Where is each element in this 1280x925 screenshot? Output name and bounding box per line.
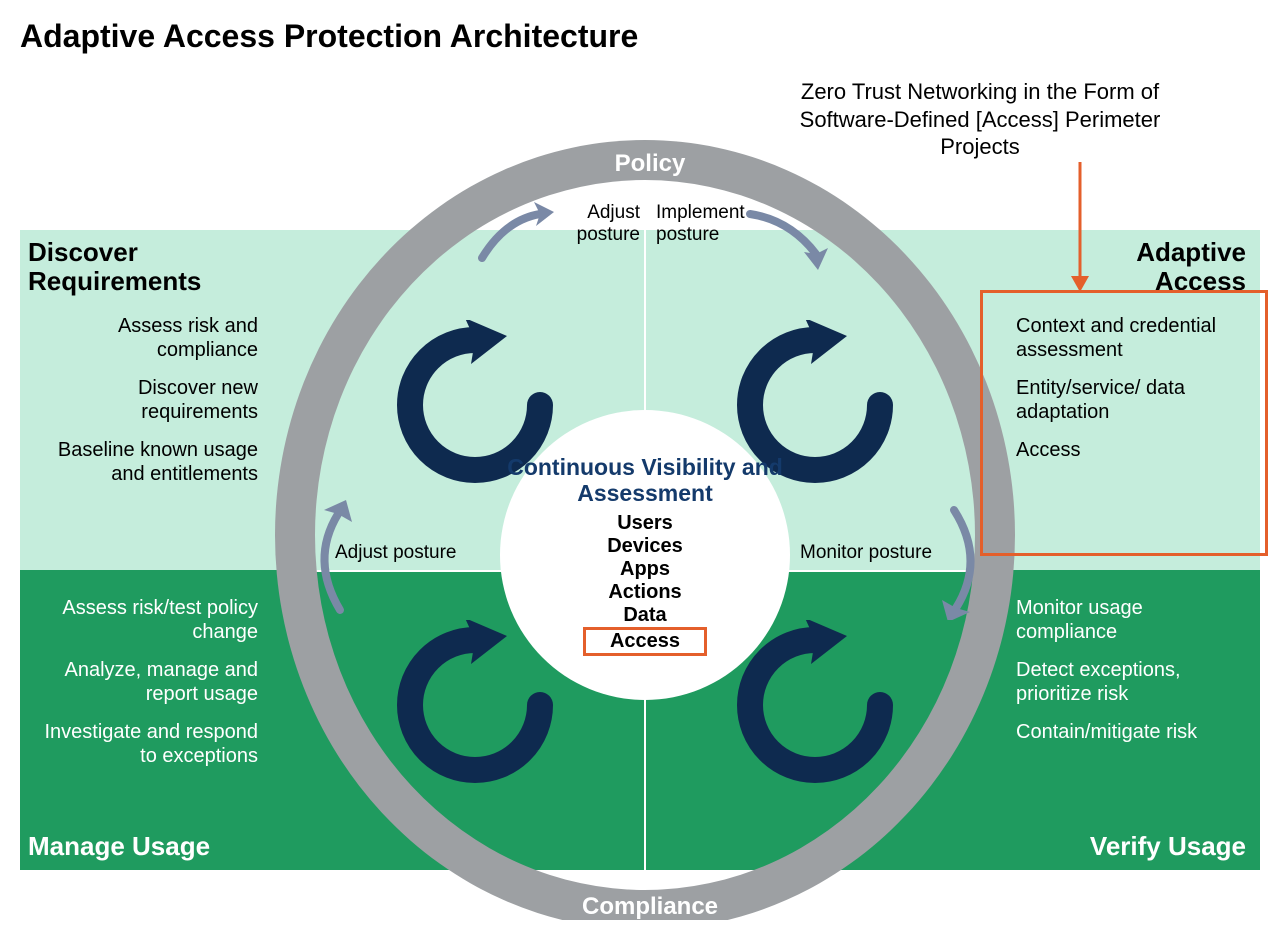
posture-monitor: Monitor posture [800, 542, 960, 564]
center-list: UsersDevicesAppsActionsDataAccess [583, 512, 707, 656]
quadrant-item: Entity/service/ data adaptation [1016, 376, 1246, 424]
quadrant-items-br: Monitor usage compliance Detect exception… [1016, 582, 1246, 758]
quadrant-heading-bl: Manage Usage [28, 832, 210, 861]
center-item: Apps [583, 558, 707, 581]
ring-label-top: Policy [610, 150, 690, 178]
quadrant-item: Discover new requirements [28, 376, 258, 424]
quadrant-heading-tl: Discover Requirements [28, 238, 201, 295]
center-circle: Continuous Visibility and Assessment Use… [500, 410, 790, 700]
center-item: Data [583, 604, 707, 627]
quadrant-item: Assess risk and compliance [28, 314, 258, 362]
center-item: Access [583, 627, 707, 656]
posture-adjust-mid: Adjust posture [335, 542, 485, 564]
connector-arrow-tl [470, 200, 560, 270]
posture-adjust-top: Adjust posture [560, 202, 640, 246]
center-item: Devices [583, 535, 707, 558]
quadrant-item: Analyze, manage and report usage [28, 658, 258, 706]
posture-implement: Implement posture [656, 202, 766, 246]
quadrant-items-tl: Assess risk and compliance Discover new r… [28, 300, 258, 500]
quadrant-item: Assess risk/test policy change [28, 596, 258, 644]
quadrant-item: Contain/mitigate risk [1016, 720, 1246, 744]
quadrant-items-tr: Context and credential assessment Entity/… [1016, 300, 1246, 476]
quadrant-heading-tr-l2: Access [1155, 266, 1246, 296]
center-item: Users [583, 512, 707, 535]
quadrant-heading-tl-l1: Discover [28, 237, 138, 267]
diagram-stage: Adaptive Access Protection Architecture … [0, 0, 1280, 925]
center-item: Actions [583, 581, 707, 604]
quadrant-item: Context and credential assessment [1016, 314, 1246, 362]
quadrant-heading-tr: Adaptive Access [1136, 238, 1246, 295]
quadrant-heading-tr-l1: Adaptive [1136, 237, 1246, 267]
quadrant-item: Detect exceptions, prioritize risk [1016, 658, 1246, 706]
quadrant-items-bl: Assess risk/test policy change Analyze, m… [28, 582, 258, 782]
quadrant-item: Access [1016, 438, 1246, 462]
quadrant-item: Investigate and respond to exceptions [28, 720, 258, 768]
quadrant-heading-tl-l2: Requirements [28, 266, 201, 296]
quadrant-item: Monitor usage compliance [1016, 596, 1246, 644]
quadrant-item: Baseline known usage and entitlements [28, 438, 258, 486]
callout-arrow-icon [1060, 162, 1100, 302]
center-heading: Continuous Visibility and Assessment [500, 454, 790, 507]
diagram-title: Adaptive Access Protection Architecture [20, 18, 638, 55]
quadrant-heading-br: Verify Usage [1090, 832, 1246, 861]
ring-label-bottom: Compliance [570, 893, 730, 921]
